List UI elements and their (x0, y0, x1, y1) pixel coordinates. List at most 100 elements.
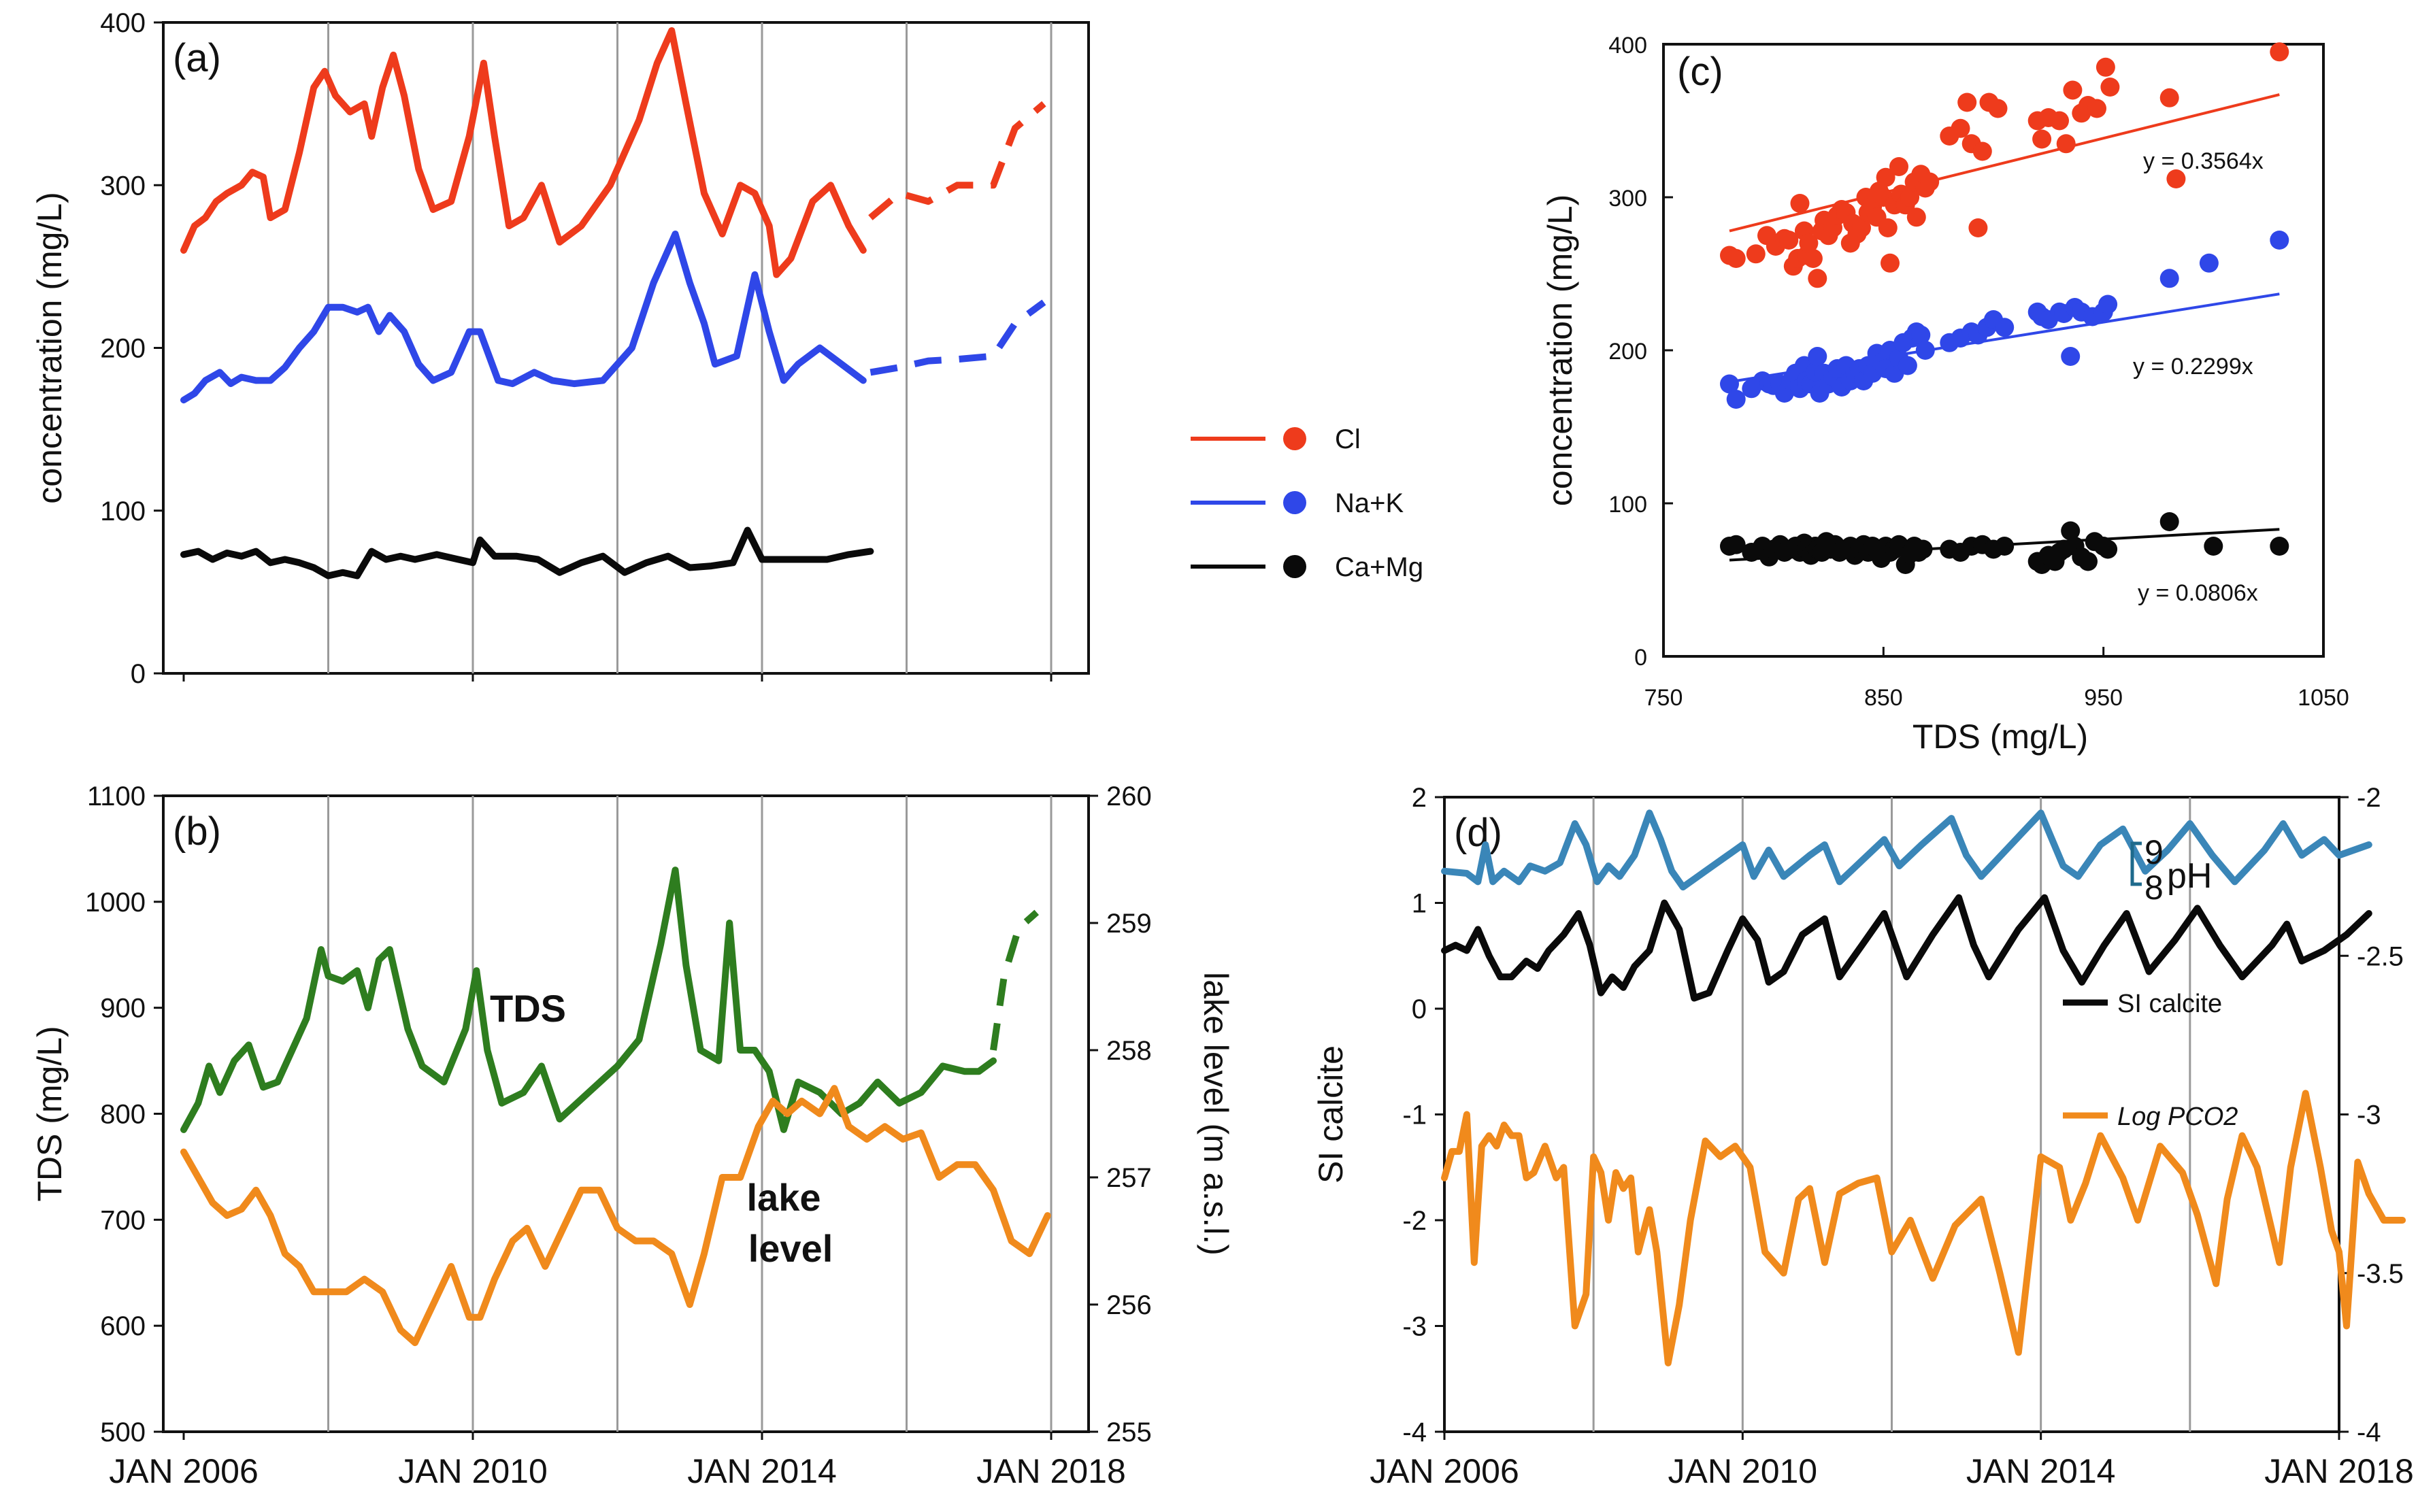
y2-tick-label: 260 (1106, 782, 1152, 811)
x-tick-label: JAN 2006 (109, 1452, 259, 1490)
y-tick-label: 2 (1412, 783, 1427, 813)
data-point-cl (2050, 111, 2069, 131)
data-point-cl (1906, 207, 1926, 227)
y-tick-label: 400 (1608, 33, 1647, 58)
data-point-ca-mg (2079, 552, 2098, 571)
data-point-cl (1790, 194, 1810, 213)
y-tick-label: 1 (1412, 889, 1427, 919)
data-point-ca-mg (2159, 512, 2179, 531)
data-point-ca-mg (2270, 537, 2289, 556)
data-point-cl (1889, 157, 1908, 176)
shared-legend: Cl Na+K Ca+Mg (1191, 424, 1423, 582)
data-point-cl (1746, 244, 1766, 264)
legend-marker-na-k (1283, 491, 1306, 514)
data-point-cl (1808, 269, 1827, 288)
series-line-lake-level (180, 1085, 1051, 1347)
panel-d: -4 -3 -2 -1 0 1 2 -4 -3.5 -3 -2.5 -2 (d) SI calcite Lo… (1312, 783, 2414, 1490)
panel-label: (b) (173, 809, 221, 854)
data-point-cl (1726, 249, 1746, 268)
y-axis-label: TDS (mg/L) (31, 1026, 69, 1201)
y-tick-label: 300 (100, 171, 146, 201)
x-tick-label: 1050 (2298, 685, 2349, 711)
data-point-cl (1951, 118, 1970, 138)
x-tick-label: JAN 2018 (2264, 1452, 2414, 1490)
trendline-cl (1729, 93, 2280, 233)
data-point-ca-mg (1913, 539, 1933, 559)
y2-axis-label: lake level (m a.s.l.) (1197, 972, 1235, 1256)
y-tick-label: -1 (1402, 1101, 1427, 1130)
data-point-cl (1803, 249, 1823, 268)
series-line-tds-dashed (990, 909, 1040, 1051)
y-tick-label: 800 (100, 1100, 146, 1130)
data-point-na-k (1808, 347, 1827, 366)
panel-c: 0 100 200 300 400 750 850 950 1050 (c) concentrati… (1541, 33, 2349, 756)
y-axis-label: concentration (mg/L) (1541, 195, 1579, 507)
data-point-cl (1900, 188, 1920, 207)
data-point-cl (1876, 167, 1895, 187)
x-tick-label: JAN 2010 (1668, 1452, 1818, 1490)
ph-scale-label: pH (2167, 856, 2212, 896)
series-line-cl (180, 27, 867, 278)
legend-marker-cl (1283, 427, 1306, 450)
data-point-cl (2270, 42, 2289, 62)
y-tick-label: 0 (1634, 645, 1647, 671)
ph-scale-bottom: 8 (2144, 869, 2164, 907)
data-point-na-k (1995, 318, 2015, 337)
data-point-cl (1920, 172, 1940, 192)
data-point-cl (2096, 57, 2115, 77)
y2-tick-label: 257 (1106, 1163, 1152, 1193)
x-tick-label: JAN 2006 (1370, 1452, 1519, 1490)
data-point-na-k (2199, 253, 2219, 273)
y-tick-label: 1100 (87, 782, 146, 811)
y2-tick-label: 256 (1106, 1290, 1152, 1320)
y-tick-label: 100 (1608, 492, 1647, 518)
data-point-ca-mg (1726, 535, 1746, 554)
annotation-lake: lake (747, 1176, 821, 1219)
data-point-cl (1779, 231, 1799, 250)
data-point-cl (1799, 233, 1819, 253)
series-line-ca-mg (180, 526, 874, 579)
x-tick-label: JAN 2014 (687, 1452, 837, 1490)
x-tick-label: 950 (2084, 685, 2123, 711)
y-tick-label: 700 (100, 1205, 146, 1235)
series-line-ph (1441, 809, 2372, 891)
legend-label-si-calcite: SI calcite (2117, 990, 2222, 1018)
y-tick-label: 200 (100, 334, 146, 364)
data-point-cl (2056, 134, 2076, 154)
y-tick-label: 600 (100, 1311, 146, 1341)
legend-label-na-k: Na+K (1335, 488, 1404, 518)
legend-label-ca-mg: Ca+Mg (1335, 552, 1423, 582)
data-point-cl (2063, 80, 2083, 100)
y2-tick-label: -3 (2357, 1101, 2381, 1130)
data-point-na-k (2270, 231, 2289, 250)
y-tick-label: 0 (131, 659, 146, 689)
series-line-cl-dashed (868, 101, 1046, 220)
series-line-na-k-dashed (870, 299, 1046, 376)
data-point-na-k (1726, 390, 1746, 409)
x-axis-label: TDS (mg/L) (1912, 718, 2088, 756)
y-axis-label: concentration (mg/L) (31, 192, 69, 504)
y-tick-label: 0 (1412, 994, 1427, 1024)
x-tick-label: 850 (1864, 685, 1903, 711)
series-line-tds (180, 867, 997, 1133)
data-point-ca-mg (1995, 537, 2015, 556)
data-point-na-k (1911, 325, 1931, 345)
data-point-cl (2032, 129, 2052, 149)
y2-tick-label: -3.5 (2357, 1259, 2404, 1289)
y-tick-label: 900 (100, 994, 146, 1024)
plot-frame (162, 794, 1090, 1433)
data-point-cl (1968, 218, 1988, 237)
y-tick-label: -3 (1402, 1312, 1427, 1342)
x-tick-label: 750 (1644, 685, 1683, 711)
y2-tick-label: -2.5 (2357, 941, 2404, 971)
x-tick-label: JAN 2018 (976, 1452, 1126, 1490)
legend-marker-ca-mg (1283, 555, 1306, 578)
y-axis-label: SI calcite (1312, 1045, 1350, 1183)
panel-a: 0 100 200 300 400 (a) concentration (mg/L) (31, 8, 1090, 689)
panel-b: 500 600 700 800 900 1000 1100 255 256 257 258 259 26… (31, 782, 1235, 1490)
y-tick-label: 1000 (85, 888, 146, 918)
x-tick-label: JAN 2010 (398, 1452, 548, 1490)
y-tick-label: -2 (1402, 1206, 1427, 1236)
trend-equation: y = 0.0806x (2138, 580, 2258, 606)
trend-equation: y = 0.2299x (2133, 354, 2253, 380)
